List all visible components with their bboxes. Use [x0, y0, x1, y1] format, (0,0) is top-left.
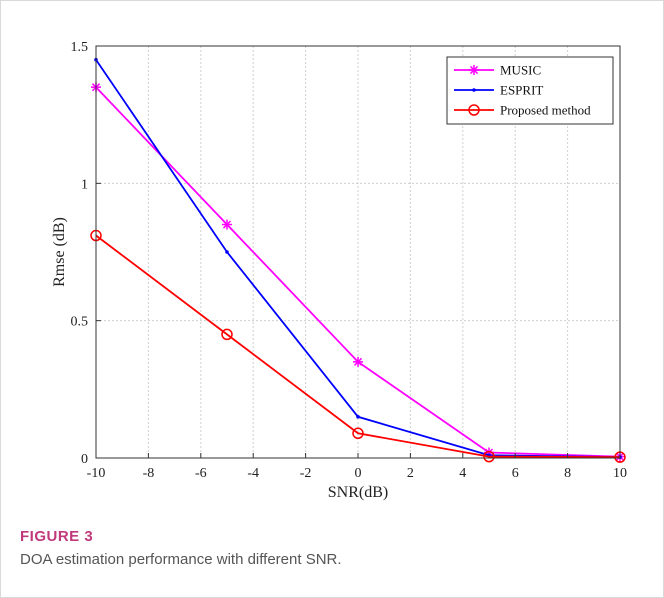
- series-line: [95, 234, 621, 459]
- legend-item: Proposed method: [454, 103, 591, 118]
- y-tick-label: 0: [81, 452, 88, 467]
- y-axis-label: Rmse (dB): [51, 217, 68, 287]
- x-tick-label: -8: [143, 466, 155, 481]
- x-tick-label: 0: [355, 466, 362, 481]
- data-point: [222, 219, 232, 230]
- y-tick-label: 0.5: [71, 315, 89, 330]
- legend-item: ESPRIT: [454, 83, 543, 98]
- x-tick-label: -10: [87, 466, 106, 481]
- x-tick-label: 4: [459, 466, 466, 481]
- x-tick-label: 6: [512, 466, 519, 481]
- figure-label: FIGURE 3: [20, 528, 94, 545]
- legend-marker: [468, 104, 480, 116]
- x-axis-label: SNR(dB): [328, 484, 388, 501]
- legend-item: MUSIC: [454, 63, 541, 78]
- y-tick-label: 1: [81, 177, 88, 192]
- x-tick-label: -6: [195, 466, 207, 481]
- x-tick-label: 2: [407, 466, 414, 481]
- legend-label: ESPRIT: [500, 83, 543, 98]
- data-point: [353, 356, 363, 367]
- data-point: [352, 427, 364, 440]
- rmse-line-chart: -10 -8 -6 -4 -2 0 2 4 6 8 10 0 0.5 1 1.5 SNR(dB) Rmse …: [51, 40, 628, 501]
- data-point: [221, 328, 233, 341]
- figure-caption: DOA estimation performance with differen…: [20, 551, 342, 568]
- x-tick-label: -2: [300, 466, 312, 481]
- x-tick-label: 10: [613, 466, 627, 481]
- data-point: [483, 450, 495, 463]
- legend: MUSIC ESPRIT Proposed method: [446, 56, 614, 125]
- series-layer: [90, 57, 626, 463]
- legend-marker: [469, 65, 479, 75]
- data-point: [356, 415, 360, 419]
- legend-marker: [472, 88, 476, 92]
- y-tick-label: 1.5: [71, 40, 89, 55]
- data-point: [225, 250, 229, 254]
- x-tick-label: -4: [247, 466, 259, 481]
- legend-label: Proposed method: [500, 103, 591, 118]
- series-esprit: [94, 57, 622, 459]
- x-tick-label: 8: [564, 466, 571, 481]
- legend-label: MUSIC: [500, 63, 541, 78]
- axis-ticks: -10 -8 -6 -4 -2 0 2 4 6 8 10 0 0.5 1 1.5: [71, 40, 628, 481]
